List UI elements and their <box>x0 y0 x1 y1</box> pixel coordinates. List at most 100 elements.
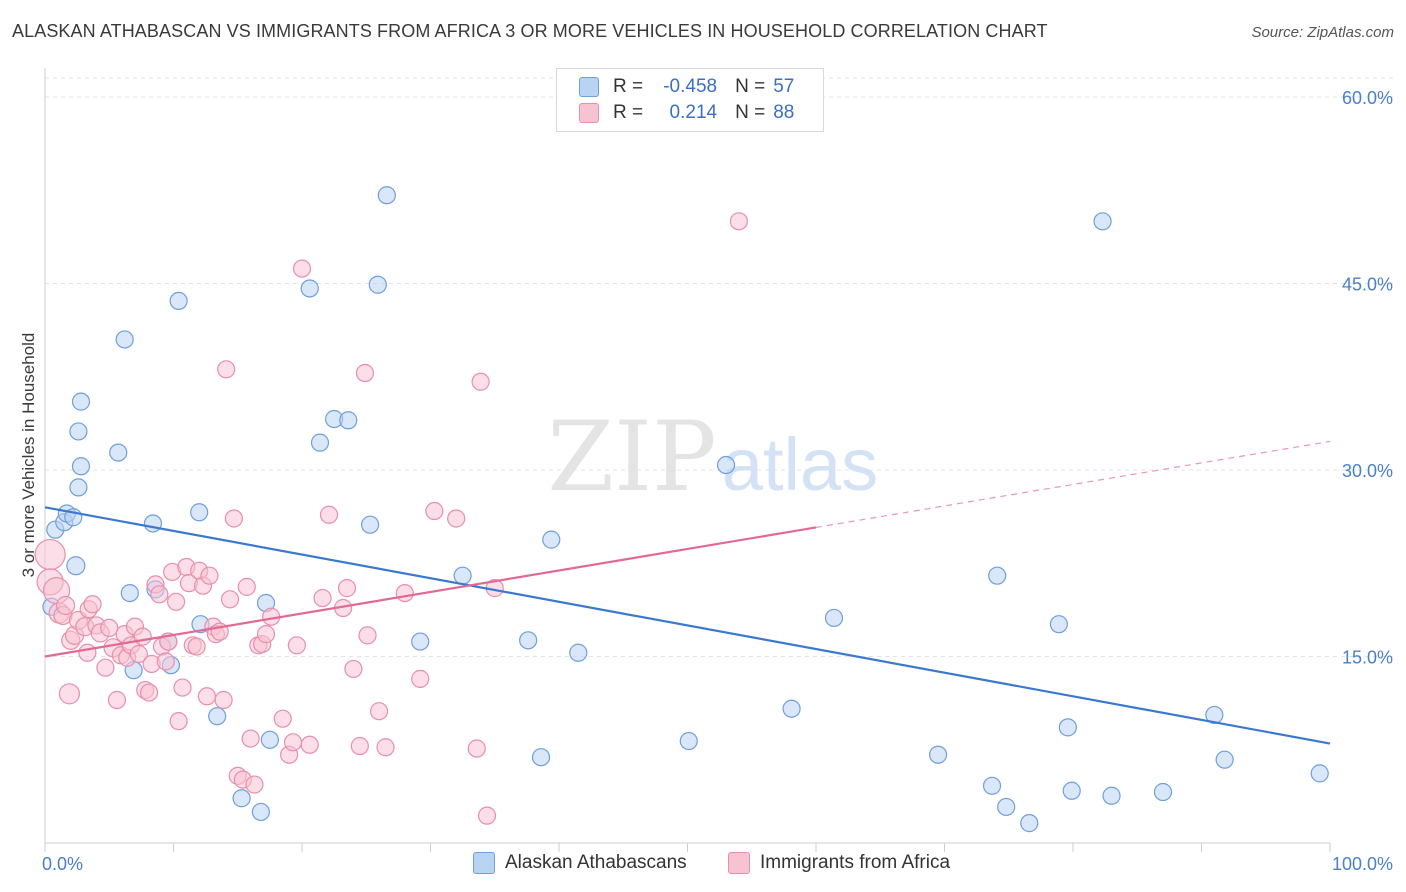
point-pink <box>395 583 414 603</box>
legend-swatch-pink <box>579 103 599 123</box>
point-blue <box>1058 718 1077 737</box>
point-pink <box>78 643 97 662</box>
watermark-zip: ZIP <box>547 401 716 513</box>
point-pink <box>355 363 375 383</box>
point-pink <box>729 212 749 231</box>
point-blue <box>1020 814 1039 833</box>
point-blue <box>928 745 948 764</box>
point-pink <box>83 595 102 614</box>
point-blue <box>542 530 561 549</box>
point-blue <box>143 514 163 533</box>
point-blue <box>782 699 801 718</box>
point-pink <box>100 618 119 638</box>
point-pink <box>214 690 233 710</box>
legend-swatch-blue <box>579 77 599 97</box>
point-pink <box>292 259 312 278</box>
point-pink <box>350 736 369 756</box>
point-pink <box>55 595 76 616</box>
legend-row-pink: R = 0.214 N = 88 <box>579 100 794 126</box>
point-pink <box>376 738 395 757</box>
point-pink <box>245 775 264 794</box>
point-pink <box>173 678 192 697</box>
point-pink <box>477 806 497 825</box>
point-pink <box>217 360 236 379</box>
point-blue <box>120 583 139 603</box>
point-blue <box>997 797 1016 817</box>
point-blue <box>1205 705 1224 725</box>
point-pink <box>107 690 127 710</box>
legend-n-value: 88 <box>773 102 795 123</box>
x-tick-label: 0.0% <box>42 854 83 874</box>
point-blue <box>1310 764 1329 783</box>
point-pink <box>220 590 240 609</box>
tick-labels: 15.0% 30.0% 45.0% 60.0% 0.0% 100.0% <box>42 88 1393 874</box>
point-blue <box>339 411 358 430</box>
point-pink <box>169 712 188 731</box>
y-tick-label: 60.0% <box>1342 88 1393 108</box>
point-pink <box>150 585 169 604</box>
point-blue <box>115 330 134 349</box>
point-pink <box>344 659 363 679</box>
legend-label: Immigrants from Africa <box>760 852 951 873</box>
y-tick-label: 45.0% <box>1342 275 1393 295</box>
point-pink <box>287 636 306 655</box>
point-pink <box>337 579 357 598</box>
point-blue <box>1215 750 1234 769</box>
point-pink <box>256 625 276 644</box>
legend-row-blue: R = -0.458 N = 57 <box>579 74 794 100</box>
point-blue <box>1102 786 1121 805</box>
point-blue <box>71 392 91 411</box>
point-blue <box>69 422 88 441</box>
point-blue <box>377 186 396 205</box>
legend-swatch-blue <box>473 852 495 874</box>
point-blue <box>368 275 387 294</box>
point-blue <box>190 503 209 522</box>
point-pink <box>133 627 152 646</box>
trend-lines <box>44 440 1331 745</box>
legend-n-value: 57 <box>773 76 795 97</box>
point-pink <box>370 702 389 721</box>
point-blue <box>361 515 380 534</box>
point-pink <box>313 588 332 608</box>
point-pink <box>300 735 319 754</box>
trend-line-blue <box>44 506 1331 745</box>
point-blue <box>310 433 330 452</box>
point-pink <box>156 652 175 671</box>
point-blue <box>519 631 538 650</box>
watermark: ZIP atlas <box>547 401 878 513</box>
point-blue <box>453 566 472 585</box>
point-blue <box>531 748 551 767</box>
legend-label: Alaskan Athabascans <box>505 852 687 873</box>
legend-n-label: N = <box>735 102 766 123</box>
data-points <box>34 186 1329 833</box>
point-blue <box>988 566 1007 585</box>
point-blue <box>71 457 91 476</box>
point-blue <box>411 632 430 651</box>
source-label: Source: ZipAtlas.com <box>1251 24 1394 41</box>
point-blue <box>1153 782 1173 802</box>
legend-item-alaskan-athabascans: Alaskan Athabascans <box>473 852 687 874</box>
point-pink <box>187 637 206 656</box>
point-blue <box>679 731 698 751</box>
point-blue <box>208 707 227 726</box>
point-pink <box>467 739 486 758</box>
legend-swatch-pink <box>728 852 750 874</box>
trend-line-extension-pink <box>815 440 1331 529</box>
point-blue <box>66 556 86 576</box>
legend-r-label: R = <box>613 76 644 97</box>
point-blue <box>1049 615 1068 634</box>
point-pink <box>319 505 339 524</box>
point-blue <box>716 455 736 475</box>
point-pink <box>139 683 159 702</box>
point-pink <box>58 683 81 705</box>
point-blue <box>569 643 588 662</box>
y-tick-label: 30.0% <box>1342 461 1393 481</box>
point-pink <box>224 509 243 528</box>
point-pink <box>447 509 466 528</box>
legend-n-label: N = <box>735 76 766 97</box>
point-pink <box>197 687 217 706</box>
point-pink <box>283 733 303 752</box>
point-pink <box>129 644 148 664</box>
point-blue <box>109 443 128 462</box>
